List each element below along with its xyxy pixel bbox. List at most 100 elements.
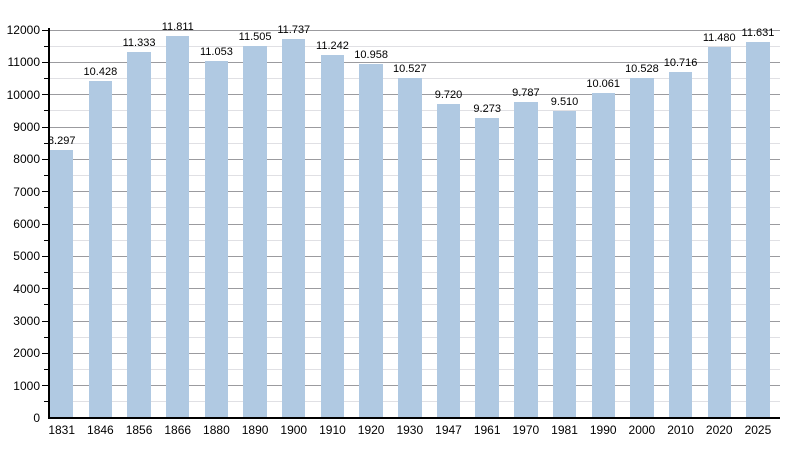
y-minor-tick [44,78,48,79]
bar-value-label: 9.787 [512,86,540,99]
x-axis-label: 1930 [396,423,424,437]
bar [88,80,113,418]
y-minor-tick [44,110,48,112]
bar [320,54,345,418]
x-axis-label: 1846 [87,423,114,437]
bar-value-label: 11.242 [316,39,349,52]
bar-value-label: 11.333 [122,36,156,49]
y-axis-label: 4000 [13,281,40,296]
y-minor-tick [44,142,48,144]
y-minor-gridline [48,45,780,47]
x-axis-line [48,417,780,419]
y-minor-tick [44,336,48,338]
y-axis-label: 6000 [13,217,40,231]
x-axis-label: 1990 [589,423,617,437]
bar-value-label: 11.811 [161,21,194,34]
bar [50,149,74,418]
bar [436,103,461,418]
x-axis-label: 1866 [164,423,192,437]
bar-value-label: 11.480 [702,31,736,44]
x-axis-label: 2010 [667,423,694,437]
y-axis-label: 5000 [13,249,40,264]
y-axis-label: 7000 [13,184,40,199]
x-axis-label: 1970 [512,423,540,437]
x-axis-label: 1920 [357,423,385,437]
bar-value-label: 8.297 [47,134,76,147]
bar [359,63,383,418]
bar [204,60,229,418]
y-minor-tick [44,401,48,403]
bar-value-label: 10.428 [83,65,118,78]
bar [282,38,306,418]
y-minor-tick [44,207,48,209]
bar-value-label: 10.527 [392,62,427,75]
bar-value-label: 11.505 [238,31,272,43]
x-axis-label: 2000 [628,423,656,437]
y-major-tick [42,61,48,63]
y-minor-tick [44,239,48,241]
bar [746,41,770,418]
x-axis-label: 1831 [48,423,76,437]
y-major-tick [42,94,48,96]
y-major-tick [42,385,48,387]
y-major-tick [42,352,48,354]
y-major-gridline [48,61,780,63]
bar-value-label: 9.273 [473,103,501,116]
y-major-tick [42,158,48,160]
x-axis-label: 1981 [551,423,578,437]
y-major-tick [42,29,48,31]
bar [398,77,422,418]
y-minor-tick [44,304,48,306]
bar [475,118,499,418]
bar [552,110,577,418]
y-minor-tick [44,272,48,273]
bar-value-label: 9.720 [434,88,463,101]
y-major-tick [42,288,48,290]
y-major-tick [42,320,48,322]
y-axis-label: 10000 [6,87,40,102]
bar-value-label: 10.061 [586,77,621,90]
bar [668,71,693,418]
bar-value-label: 11.631 [741,26,775,39]
y-major-tick [42,126,48,128]
x-axis-label: 2020 [705,423,733,437]
y-axis-label: 11000 [7,55,40,70]
bar [166,36,190,418]
x-axis-label: 1910 [319,423,346,437]
y-axis-label: 0 [33,411,40,425]
y-axis-label: 12000 [6,23,40,37]
y-major-tick [42,223,48,225]
bar [591,92,615,418]
bar-value-label: 10.528 [625,62,659,75]
x-axis-label: 2025 [744,423,772,437]
y-axis-label: 8000 [13,152,40,167]
y-minor-tick [44,175,48,176]
y-major-tick [42,255,48,257]
y-major-gridline [48,29,780,31]
bar [243,46,267,418]
bar-value-label: 10.958 [354,48,388,61]
bar [514,101,538,418]
y-axis-label: 3000 [13,314,40,328]
y-axis-label: 2000 [13,346,40,361]
y-minor-tick [44,45,48,47]
y-minor-tick [44,369,48,370]
bar [707,46,731,418]
x-axis-label: 1856 [125,423,153,437]
x-axis-label: 1961 [473,423,501,437]
bar-value-label: 10.716 [663,56,698,69]
y-axis-line [48,28,50,419]
x-axis-label: 1880 [203,423,230,437]
x-axis-label: 1890 [241,423,269,437]
bar-value-label: 9.510 [550,95,579,108]
bar-value-label: 11.737 [277,23,311,36]
y-axis-label: 1000 [13,378,40,393]
x-axis-label: 1947 [435,423,462,437]
bar-value-label: 11.053 [199,45,233,58]
y-axis-label: 9000 [13,120,40,134]
bar [127,51,151,418]
bar [630,77,654,418]
x-axis-label: 1900 [280,423,308,437]
y-major-tick [42,191,48,193]
